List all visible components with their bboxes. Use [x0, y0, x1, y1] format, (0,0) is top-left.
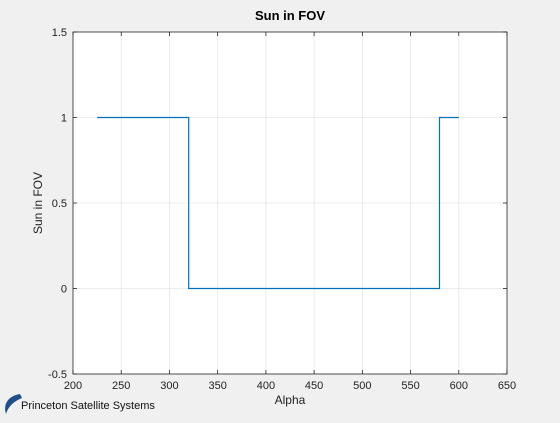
company-logo: Princeton Satellite Systems: [2, 390, 222, 418]
y-tick-label: 0: [61, 284, 67, 296]
x-tick-label: 650: [498, 380, 516, 392]
x-axis-label: Alpha: [275, 393, 306, 407]
x-tick-label: 600: [450, 380, 468, 392]
y-axis-label: Sun in FOV: [31, 172, 45, 234]
x-tick-label: 500: [353, 380, 371, 392]
y-tick-label: 0.5: [52, 198, 67, 210]
logo-text: Princeton Satellite Systems: [21, 400, 155, 412]
x-tick-label: 450: [305, 380, 323, 392]
y-tick-label: -0.5: [48, 369, 67, 381]
y-tick-label: 1: [61, 113, 67, 125]
chart-title: Sun in FOV: [255, 8, 325, 23]
x-tick-label: 400: [257, 380, 275, 392]
y-tick-label: 1.5: [52, 27, 67, 39]
x-tick-label: 550: [401, 380, 419, 392]
